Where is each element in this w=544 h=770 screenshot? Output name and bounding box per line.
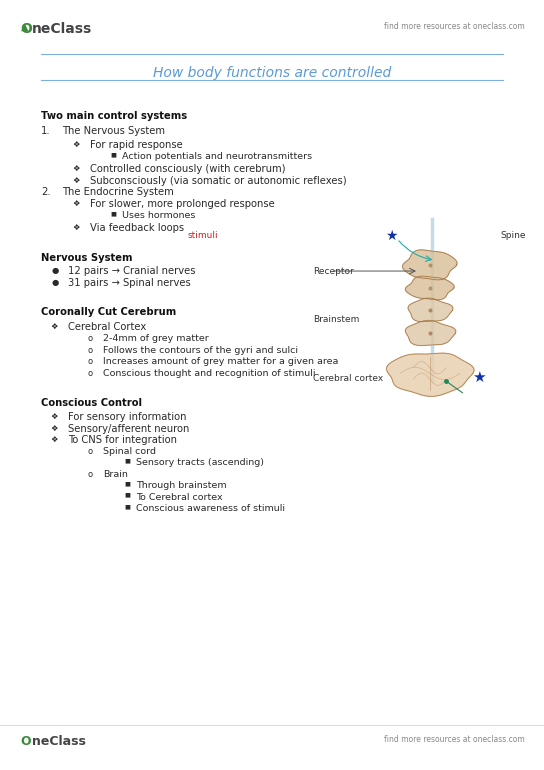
Text: find more resources at oneclass.com: find more resources at oneclass.com — [384, 735, 525, 745]
Polygon shape — [408, 298, 453, 322]
Text: For rapid response: For rapid response — [90, 140, 182, 150]
Text: Cerebral Cortex: Cerebral Cortex — [68, 322, 146, 332]
Text: ■: ■ — [124, 493, 130, 497]
Text: For sensory information: For sensory information — [68, 412, 187, 422]
Text: Conscious Control: Conscious Control — [41, 398, 142, 408]
Text: ■: ■ — [124, 481, 130, 486]
Polygon shape — [403, 250, 457, 280]
Text: ❖: ❖ — [51, 322, 58, 331]
Text: Controlled consciously (with cerebrum): Controlled consciously (with cerebrum) — [90, 164, 285, 174]
Text: ■: ■ — [124, 458, 130, 463]
Text: Coronally Cut Cerebrum: Coronally Cut Cerebrum — [41, 307, 176, 317]
Text: Follows the contours of the gyri and sulci: Follows the contours of the gyri and sul… — [103, 346, 298, 355]
Text: ■: ■ — [110, 152, 116, 157]
Text: ●: ● — [52, 278, 59, 287]
Text: Uses hormones: Uses hormones — [122, 211, 196, 220]
Text: 1.: 1. — [41, 126, 51, 136]
Text: ❖: ❖ — [72, 199, 80, 209]
Text: o: o — [87, 470, 92, 479]
Text: Conscious awareness of stimuli: Conscious awareness of stimuli — [136, 504, 285, 514]
Text: o: o — [87, 369, 92, 378]
Polygon shape — [405, 320, 456, 346]
Text: stimuli: stimuli — [188, 231, 218, 240]
Text: Through brainstem: Through brainstem — [136, 481, 227, 490]
Text: O: O — [21, 735, 32, 748]
Text: Brainstem: Brainstem — [313, 315, 359, 324]
Text: o: o — [87, 447, 92, 456]
Text: ❖: ❖ — [72, 223, 80, 232]
Text: find more resources at oneclass.com: find more resources at oneclass.com — [384, 22, 525, 31]
Text: neClass: neClass — [32, 735, 85, 748]
Text: Spinal cord: Spinal cord — [103, 447, 156, 456]
Text: Receptor: Receptor — [313, 266, 354, 276]
Text: Via feedback loops: Via feedback loops — [90, 223, 184, 233]
Text: ❖: ❖ — [72, 164, 80, 173]
Text: The Endocrine System: The Endocrine System — [63, 187, 174, 197]
Text: 2.: 2. — [41, 187, 51, 197]
Text: ●: ● — [52, 266, 59, 275]
Text: Action potentials and neurotransmitters: Action potentials and neurotransmitters — [122, 152, 312, 162]
Text: The Nervous System: The Nervous System — [63, 126, 165, 136]
Text: ❖: ❖ — [51, 435, 58, 444]
Polygon shape — [386, 353, 474, 397]
Text: How body functions are controlled: How body functions are controlled — [153, 66, 391, 80]
Text: neClass: neClass — [32, 22, 92, 35]
Text: Conscious thought and recognition of stimuli: Conscious thought and recognition of sti… — [103, 369, 316, 378]
Text: o: o — [87, 357, 92, 367]
Text: Cerebral cortex: Cerebral cortex — [313, 374, 383, 383]
Text: ■: ■ — [110, 211, 116, 216]
Text: ▲: ▲ — [21, 22, 28, 32]
Text: Nervous System: Nervous System — [41, 253, 132, 263]
Text: Sensory tracts (ascending): Sensory tracts (ascending) — [136, 458, 264, 467]
Text: 2-4mm of grey matter: 2-4mm of grey matter — [103, 334, 209, 343]
Text: Spine: Spine — [500, 231, 526, 240]
Text: 31 pairs → Spinal nerves: 31 pairs → Spinal nerves — [68, 278, 191, 288]
Text: Subconsciously (via somatic or autonomic reflexes): Subconsciously (via somatic or autonomic… — [90, 176, 347, 186]
Text: o: o — [87, 346, 92, 355]
Text: Sensory/afferent neuron: Sensory/afferent neuron — [68, 424, 189, 434]
Text: Increases amount of grey matter for a given area: Increases amount of grey matter for a gi… — [103, 357, 339, 367]
Text: To CNS for integration: To CNS for integration — [68, 435, 177, 445]
Text: ★: ★ — [472, 370, 486, 385]
Polygon shape — [405, 276, 454, 300]
Text: To Cerebral cortex: To Cerebral cortex — [136, 493, 222, 502]
Text: o: o — [87, 334, 92, 343]
Text: ❖: ❖ — [51, 412, 58, 421]
Text: Two main control systems: Two main control systems — [41, 111, 187, 121]
Text: 12 pairs → Cranial nerves: 12 pairs → Cranial nerves — [68, 266, 195, 276]
Text: ❖: ❖ — [72, 140, 80, 149]
Text: O: O — [21, 22, 33, 35]
Text: ■: ■ — [124, 504, 130, 509]
Text: ❖: ❖ — [51, 424, 58, 433]
Text: For slower, more prolonged response: For slower, more prolonged response — [90, 199, 275, 209]
Text: ❖: ❖ — [72, 176, 80, 185]
Text: ★: ★ — [386, 229, 398, 243]
Text: Brain: Brain — [103, 470, 128, 479]
